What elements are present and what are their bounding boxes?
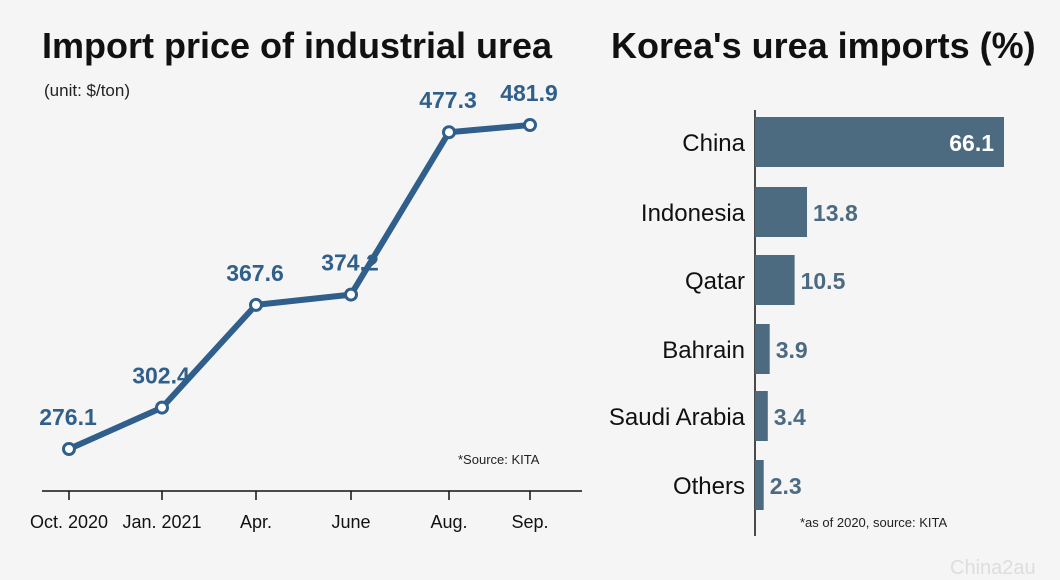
line-chart-source-note: *Source: KITA bbox=[458, 452, 540, 467]
data-label: 374.2 bbox=[321, 250, 379, 276]
x-tick-label: Aug. bbox=[430, 512, 467, 532]
bar bbox=[755, 460, 764, 510]
line-chart-title: Import price of industrial urea bbox=[42, 25, 553, 66]
data-point bbox=[344, 287, 358, 302]
x-tick-label: Apr. bbox=[240, 512, 272, 532]
bar-chart-source-note: *as of 2020, source: KITA bbox=[800, 515, 947, 530]
data-label: 367.6 bbox=[226, 260, 284, 286]
line-chart-subtitle: (unit: $/ton) bbox=[44, 81, 130, 100]
data-label: 10.5 bbox=[801, 268, 846, 294]
bar-chart-title: Korea's urea imports (%) bbox=[611, 25, 1036, 66]
watermark: China2au bbox=[950, 557, 1036, 579]
bar-chart: Korea's urea imports (%) China Indonesia Q… bbox=[609, 25, 1036, 536]
data-point bbox=[442, 125, 456, 140]
data-label: 477.3 bbox=[419, 87, 477, 113]
data-point bbox=[155, 400, 169, 415]
category-label: Qatar bbox=[685, 268, 745, 295]
bar bbox=[755, 255, 795, 305]
x-tick-label: Sep. bbox=[511, 512, 548, 532]
x-tick-label: Jan. 2021 bbox=[122, 512, 201, 532]
data-label: 481.9 bbox=[500, 80, 558, 106]
data-label: 302.4 bbox=[132, 363, 190, 389]
data-point bbox=[249, 297, 263, 312]
data-label: 276.1 bbox=[39, 404, 97, 430]
data-point bbox=[62, 442, 76, 456]
data-label: 3.9 bbox=[776, 337, 808, 363]
bar bbox=[755, 391, 768, 441]
bar bbox=[755, 324, 770, 374]
bar bbox=[755, 117, 1004, 167]
data-label: 13.8 bbox=[813, 200, 858, 226]
category-label: Indonesia bbox=[641, 200, 746, 227]
data-point bbox=[523, 118, 537, 132]
category-label: Bahrain bbox=[662, 337, 745, 364]
data-label: 3.4 bbox=[774, 404, 806, 430]
category-label: Others bbox=[673, 473, 745, 500]
data-label: 66.1 bbox=[949, 130, 994, 156]
x-tick-label: June bbox=[331, 512, 370, 532]
bar bbox=[755, 187, 807, 237]
data-label: 2.3 bbox=[770, 473, 802, 499]
line-chart: Import price of industrial urea (unit: $… bbox=[30, 25, 582, 532]
category-label: Saudi Arabia bbox=[609, 404, 746, 431]
x-tick-label: Oct. 2020 bbox=[30, 512, 108, 532]
series-line bbox=[66, 122, 533, 452]
category-label: China bbox=[682, 130, 745, 157]
